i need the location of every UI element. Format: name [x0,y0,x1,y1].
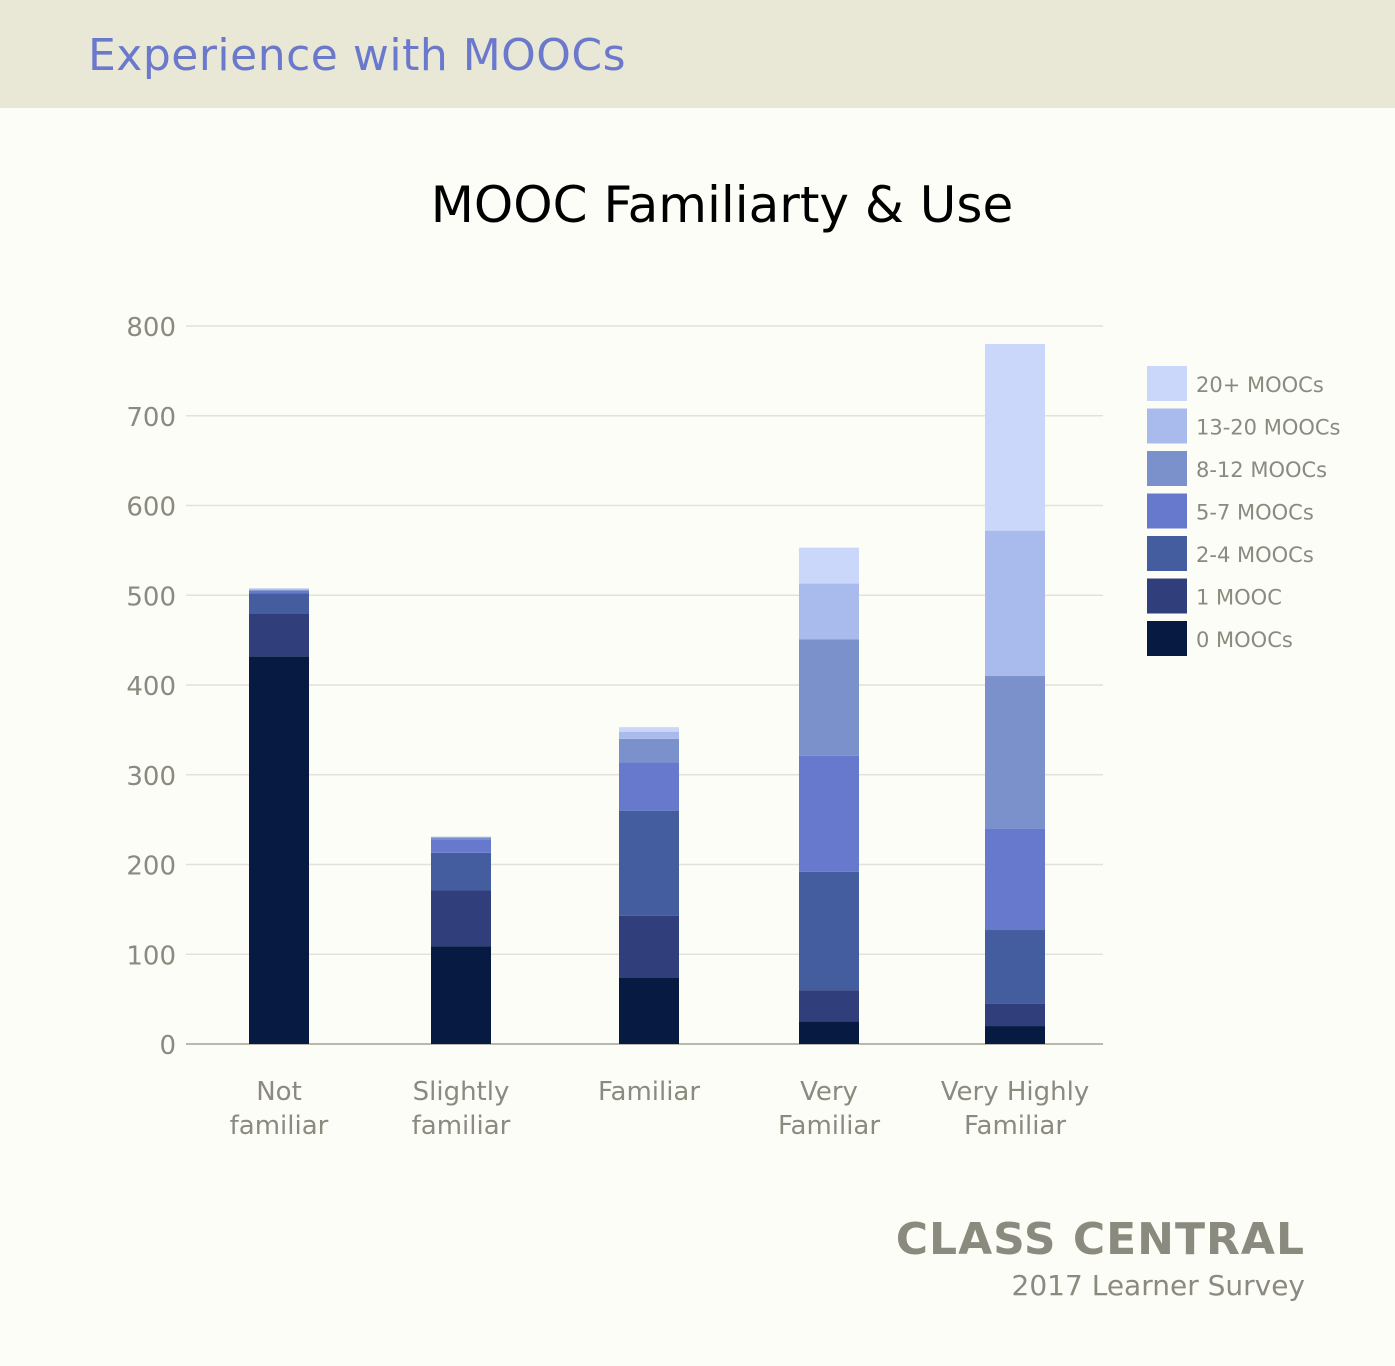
y-tick-label: 300 [126,762,176,792]
legend-label: 5-7 MOOCs [1196,501,1314,525]
legend-swatch [1147,621,1187,656]
bar-segment [799,755,859,872]
x-tick-label: Very Highly [941,1077,1089,1107]
y-tick-label: 500 [126,582,176,612]
legend-label: 20+ MOOCs [1196,373,1324,397]
brand-name: CLASS CENTRAL [895,1214,1305,1265]
y-tick-label: 0 [159,1031,176,1061]
brand: CLASS CENTRAL 2017 Learner Survey [896,1214,1305,1302]
x-axis: Not familiar Slightly familiar Familiar Very F… [230,1077,1090,1141]
grid [186,325,1103,1045]
bar-segment [799,1021,859,1044]
legend-swatch [1147,366,1187,401]
y-tick-label: 100 [126,941,176,971]
bar-segment [431,837,491,840]
brand-subtitle: 2017 Learner Survey [1011,1269,1305,1302]
bar-segment [619,977,679,1044]
legend-label: 2-4 MOOCs [1196,543,1314,567]
y-tick-label: 200 [126,852,176,882]
header-title: Experience with MOOCs [88,30,627,81]
bar-segment [985,343,1045,531]
bar-segment [431,852,491,891]
y-tick-label: 700 [126,403,176,433]
x-tick-label: Familiar [598,1077,700,1107]
legend-swatch [1147,578,1187,614]
y-axis: 0 100 200 300 400 500 600 700 800 [126,313,176,1061]
bar-segment [799,547,859,584]
x-tick-label: Slightly [413,1077,510,1107]
bar-segment [985,828,1045,931]
bar-segment [619,738,679,763]
legend-swatch [1147,536,1187,571]
legend-swatch [1147,493,1187,529]
bar-segment [431,946,491,1044]
legend-label: 13-20 MOOCs [1196,416,1340,440]
bar-segment [431,839,491,853]
bar-segment [799,871,859,991]
bar-segment [799,639,859,756]
bar-segment [619,762,679,811]
bar-segment [985,930,1045,1004]
header-banner: Experience with MOOCs [0,0,1395,108]
legend-label: 0 MOOCs [1196,628,1293,652]
x-tick-label: Familiar [964,1111,1066,1141]
bars [249,343,1045,1044]
y-tick-label: 800 [126,313,176,343]
bar-segment [985,530,1045,677]
x-tick-label: Very [800,1077,858,1107]
bar-segment [619,727,679,732]
legend: 0 MOOCs 1 MOOC 2-4 MOOCs 5-7 MOOCs 8-12 MOOC… [1147,366,1340,656]
bar-segment [619,810,679,916]
y-tick-label: 600 [126,493,176,523]
legend-label: 1 MOOC [1196,586,1282,610]
legend-swatch [1147,408,1187,444]
bar-segment [985,1003,1045,1027]
legend-label: 8-12 MOOCs [1196,458,1327,482]
bar-segment [249,588,309,590]
x-tick-label: familiar [230,1111,329,1141]
bar-segment [619,915,679,978]
bar-segment [249,589,309,591]
bar-segment [619,731,679,739]
bar-segment [249,588,309,589]
legend-swatch [1147,451,1187,486]
bar-segment [249,613,309,657]
bar-segment [249,656,309,1044]
bar-segment [985,1026,1045,1044]
chart-title: MOOC Familiarty & Use [431,176,1013,234]
bar-segment [799,990,859,1022]
bar-segment [431,836,491,838]
bar-segment [431,890,491,947]
bar-segment [249,593,309,614]
x-tick-label: Not [256,1077,302,1107]
x-tick-label: familiar [412,1111,511,1141]
y-tick-label: 400 [126,672,176,702]
x-tick-label: Familiar [778,1111,880,1141]
bar-segment [799,583,859,640]
bar-segment [249,590,309,594]
bar-segment [985,676,1045,829]
